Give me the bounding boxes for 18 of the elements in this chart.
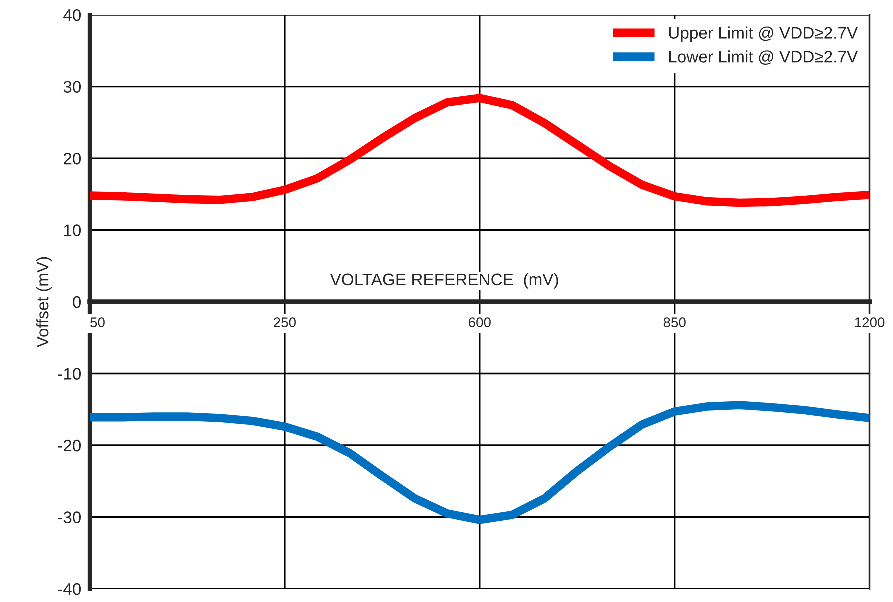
y-tick-label: 20	[64, 152, 82, 165]
y-tick-label: 40	[64, 9, 82, 22]
y-tick-label: -20	[58, 440, 82, 452]
x-tick-label: 50	[90, 318, 105, 328]
x-axis-title: VOLTAGE REFERENCE (mV)	[330, 273, 558, 289]
y-tick-label: -10	[58, 368, 82, 380]
legend-label: Lower Limit @ VDD≥2.7V	[669, 50, 858, 65]
legend-label: Upper Limit @ VDD≥2.7V	[669, 26, 858, 42]
y-tick-label: 0	[73, 296, 82, 308]
y-tick-label: 30	[64, 81, 82, 93]
y-tick-label: -40	[58, 583, 82, 596]
x-tick-label: 250	[274, 318, 296, 328]
y-tick-label: 10	[64, 224, 82, 236]
y-tick-label: -30	[58, 512, 82, 524]
x-tick-label: 600	[469, 318, 491, 328]
y-axis-title: Voffset (mV)	[36, 257, 52, 348]
x-tick-label: 1200	[855, 318, 885, 328]
x-tick-label: 850	[664, 318, 686, 328]
